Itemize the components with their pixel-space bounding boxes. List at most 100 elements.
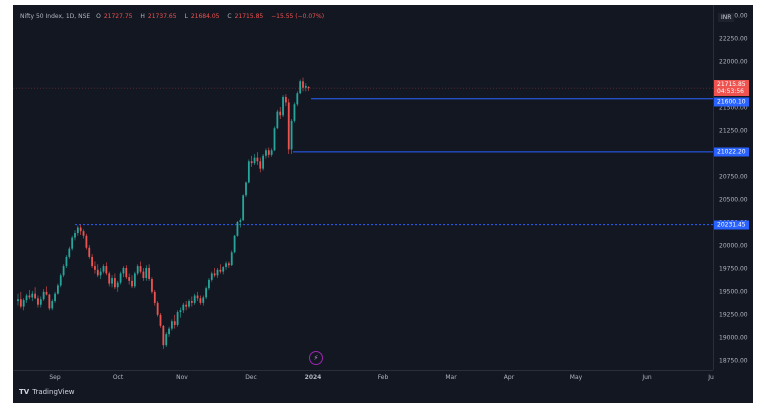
x-tick-label: Apr xyxy=(503,374,515,381)
candle-body xyxy=(236,221,239,236)
candle-body xyxy=(31,293,34,298)
candle-body xyxy=(57,285,59,294)
candle-body xyxy=(171,321,173,329)
candle-body xyxy=(307,87,310,89)
candle-body xyxy=(51,301,54,309)
lightning-icon[interactable]: ⚡ xyxy=(309,351,323,365)
candle-body xyxy=(304,85,307,88)
candle-body xyxy=(62,266,65,276)
candle-body xyxy=(151,278,153,292)
x-tick-label: Dec xyxy=(245,374,257,381)
tradingview-logo[interactable]: 𝗧𝗩 TradingView xyxy=(19,388,75,396)
candle-body xyxy=(176,312,179,325)
candle-body xyxy=(253,157,256,164)
candle-body xyxy=(230,252,233,266)
candle-body xyxy=(185,304,188,307)
candle-body xyxy=(193,295,196,303)
y-tick-label: 22000.00 xyxy=(719,58,748,66)
last-price-badge: 21715.85 04:53:56 xyxy=(714,80,749,97)
candle-body xyxy=(114,278,116,288)
open-value: O 21727.75 xyxy=(96,13,133,20)
high-value: H 21737.65 xyxy=(140,13,177,20)
x-tick-label: May xyxy=(569,374,583,381)
hline-label-1[interactable]: 21600.10 xyxy=(714,97,749,107)
candle-body xyxy=(59,275,62,286)
candle-body xyxy=(293,104,296,121)
x-tick-label: Sep xyxy=(49,374,61,381)
candle-body xyxy=(173,321,176,325)
candle-body xyxy=(202,297,205,303)
x-tick-label: Ju xyxy=(708,374,714,381)
candle-body xyxy=(225,263,227,268)
candle-body xyxy=(159,314,162,326)
candle-body xyxy=(228,263,230,266)
candle-body xyxy=(182,304,185,311)
time-axis[interactable]: Sep Oct Nov Dec 2024 Feb Mar Apr May Jun Ju xyxy=(13,370,714,383)
candle-body xyxy=(85,235,88,248)
candle-body xyxy=(205,288,207,298)
candle-body xyxy=(208,279,210,289)
candle-body xyxy=(128,277,131,281)
candle-body xyxy=(190,301,193,303)
candle-body xyxy=(162,325,165,346)
candle-body xyxy=(302,81,304,88)
change-value: −15.55 (−0.07%) xyxy=(271,13,325,20)
candle-body xyxy=(76,227,79,234)
candle-body xyxy=(259,161,262,169)
candle-body xyxy=(282,96,284,116)
chart-plot-area[interactable] xyxy=(13,5,713,370)
candle-body xyxy=(99,271,102,276)
candle-body xyxy=(262,155,264,169)
candle-body xyxy=(94,266,96,270)
candle-body xyxy=(96,269,99,276)
candle-body xyxy=(82,231,85,236)
candle-body xyxy=(68,248,71,257)
candle-body xyxy=(48,294,51,309)
candle-body xyxy=(148,267,150,279)
y-tick-label: 19750.00 xyxy=(719,265,748,273)
chart-window: Nifty 50 Index, 1D, NSE O 21727.75 H 21737… xyxy=(13,5,753,403)
symbol-label[interactable]: Nifty 50 Index, 1D, NSE xyxy=(20,13,91,20)
candlestick-chart[interactable] xyxy=(13,5,713,370)
price-axis[interactable]: 22500.0022250.0022000.0021750.0021500.00… xyxy=(713,5,753,370)
candle-body xyxy=(296,93,299,105)
candle-body xyxy=(22,300,25,307)
candle-body xyxy=(273,128,276,151)
y-tick-label: 18750.00 xyxy=(719,357,748,365)
candle-body xyxy=(111,278,113,284)
candle-body xyxy=(116,282,119,288)
candle-body xyxy=(247,161,250,183)
candle-body xyxy=(287,102,290,150)
candle-body xyxy=(28,295,31,298)
candle-body xyxy=(105,266,108,274)
candle-body xyxy=(91,256,93,267)
candle-body xyxy=(142,271,145,279)
candle-body xyxy=(219,269,222,272)
candle-body xyxy=(179,310,182,313)
candle-body xyxy=(125,267,128,278)
candle-body xyxy=(119,273,122,283)
close-value: C 21715.85 xyxy=(227,13,264,20)
y-tick-label: 21250.00 xyxy=(719,127,748,135)
hline-label-2[interactable]: 21022.20 xyxy=(714,147,749,157)
candle-body xyxy=(25,295,28,301)
candle-body xyxy=(17,299,19,302)
candle-body xyxy=(153,291,156,303)
y-tick-label: 20750.00 xyxy=(719,173,748,181)
candle-body xyxy=(19,299,22,307)
currency-button[interactable]: INR xyxy=(718,13,735,22)
candle-body xyxy=(54,293,56,302)
candle-body xyxy=(222,267,225,272)
footer: 𝗧𝗩 TradingView xyxy=(13,383,753,403)
candle-body xyxy=(285,96,287,103)
y-tick-label: 21500.00 xyxy=(719,104,748,112)
y-tick-label: 19500.00 xyxy=(719,288,748,296)
candle-body xyxy=(199,298,202,303)
candle-body xyxy=(276,111,279,129)
candle-body xyxy=(168,328,170,335)
hline-label-3[interactable]: 20231.45 xyxy=(714,220,749,230)
x-tick-label: Oct xyxy=(112,374,124,381)
candle-body xyxy=(270,150,273,155)
x-tick-label: Feb xyxy=(377,374,389,381)
candle-body xyxy=(133,273,136,287)
